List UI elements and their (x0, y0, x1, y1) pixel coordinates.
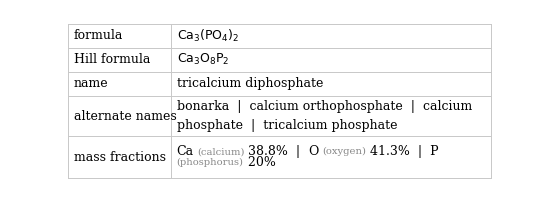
Text: $\mathregular{Ca_3O_8P_2}$: $\mathregular{Ca_3O_8P_2}$ (176, 52, 229, 67)
Text: bonarka  |  calcium orthophosphate  |  calcium
phosphate  |  tricalcium phosphat: bonarka | calcium orthophosphate | calci… (176, 100, 472, 132)
Text: (oxygen): (oxygen) (322, 147, 366, 156)
Text: 41.3%  |  P: 41.3% | P (366, 145, 438, 158)
Text: formula: formula (74, 29, 123, 42)
Text: tricalcium diphosphate: tricalcium diphosphate (176, 77, 323, 90)
Text: 20%: 20% (244, 156, 275, 169)
Text: (phosphorus): (phosphorus) (176, 158, 244, 167)
Text: alternate names: alternate names (74, 110, 176, 123)
Text: Ca: Ca (176, 145, 194, 158)
Text: Hill formula: Hill formula (74, 53, 150, 66)
Text: 38.8%  |: 38.8% | (244, 145, 308, 158)
Text: name: name (74, 77, 108, 90)
Text: mass fractions: mass fractions (74, 151, 166, 164)
Text: O: O (308, 145, 319, 158)
Text: $\mathregular{Ca_3(PO_4)_2}$: $\mathregular{Ca_3(PO_4)_2}$ (176, 28, 239, 44)
Text: (calcium): (calcium) (197, 147, 244, 156)
